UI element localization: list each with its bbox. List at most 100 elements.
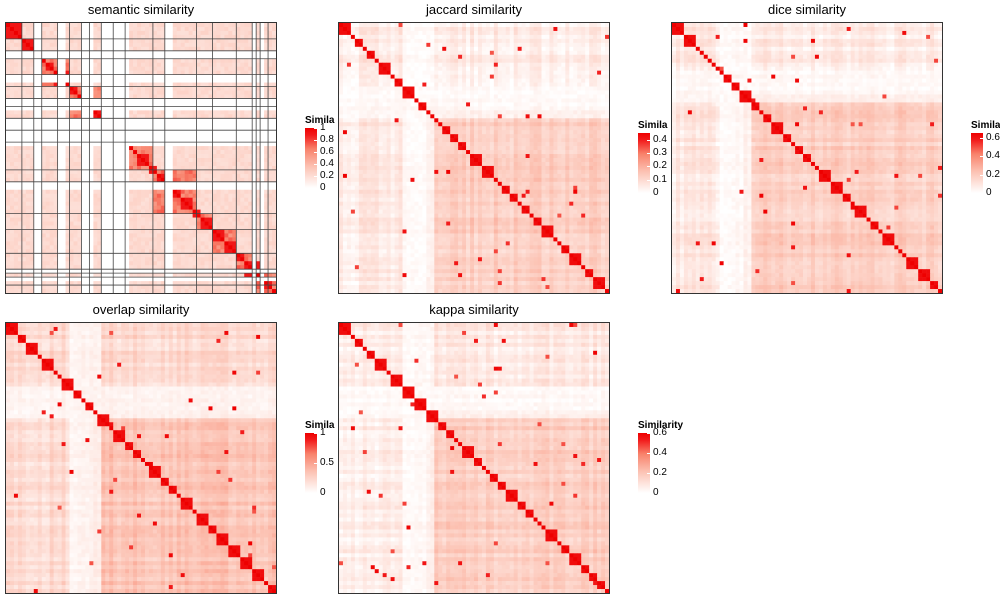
heatmap-cell — [57, 150, 62, 155]
heatmap-cell — [77, 217, 82, 222]
heatmap-cell — [208, 289, 213, 293]
heatmap-cell — [196, 277, 201, 282]
heatmap-cell — [61, 26, 66, 32]
heatmap-cell — [160, 142, 166, 147]
heatmap-cell — [236, 273, 241, 278]
heatmap-cell — [152, 74, 158, 79]
heatmap-cell — [21, 261, 27, 266]
heatmap-cell — [41, 122, 47, 127]
heatmap-cell — [252, 122, 257, 127]
heatmap-cell — [148, 285, 154, 290]
heatmap-cell — [180, 209, 185, 214]
heatmap-cell — [41, 217, 47, 222]
heatmap-cell — [228, 158, 233, 163]
heatmap-cell — [156, 70, 162, 75]
heatmap-cell — [77, 122, 82, 127]
heatmap-cell — [152, 169, 158, 175]
heatmap-cell — [252, 269, 257, 274]
heatmap-cell — [216, 78, 221, 83]
heatmap-cell — [148, 82, 154, 87]
heatmap-cell — [240, 122, 245, 127]
heatmap-cell — [57, 138, 62, 143]
heatmap-cell — [61, 253, 66, 258]
heatmap-cell — [212, 74, 217, 79]
heatmap-cell — [350, 26, 356, 32]
heatmap-cell — [85, 237, 90, 242]
heatmap-cell — [97, 82, 102, 87]
heatmap-cell — [65, 249, 70, 254]
heatmap-cell — [458, 26, 463, 32]
heatmap-cell — [141, 209, 146, 214]
heatmap-cell — [77, 225, 82, 230]
heatmap-cell — [188, 281, 193, 286]
heatmap-cell — [256, 281, 261, 286]
heatmap-cell — [33, 98, 39, 103]
heatmap-cell — [125, 158, 130, 163]
heatmap-cell — [85, 102, 90, 107]
heatmap-cell — [240, 233, 245, 238]
heatmap-cell — [41, 62, 47, 67]
heatmap-cell — [184, 74, 189, 79]
heatmap-cell — [196, 237, 201, 242]
heatmap-cell — [168, 114, 174, 119]
heatmap-cell — [61, 189, 66, 195]
heatmap-cell — [89, 269, 94, 274]
heatmap-cell — [148, 257, 154, 262]
heatmap-cell — [208, 134, 213, 139]
heatmap-cell — [57, 23, 62, 28]
heatmap-cell — [204, 42, 209, 48]
heatmap-cell — [192, 213, 197, 218]
heatmap-cell — [188, 273, 193, 278]
heatmap-cell — [200, 205, 205, 210]
heatmap-cell — [33, 122, 39, 127]
heatmap-cell — [101, 38, 106, 44]
heatmap-cell — [180, 261, 185, 266]
heatmap-cell — [97, 253, 102, 258]
heatmap-cell — [402, 30, 407, 36]
heatmap-cell — [113, 150, 118, 155]
heatmap-cell — [137, 126, 142, 131]
heatmap-cell — [29, 110, 35, 115]
heatmap-cell — [517, 30, 522, 36]
heatmap-cell — [268, 138, 273, 143]
heatmap-cell — [220, 265, 225, 270]
heatmap-cell — [264, 169, 269, 175]
heatmap-cell — [53, 154, 58, 159]
heatmap-cell — [53, 169, 58, 175]
heatmap-cell — [208, 114, 213, 119]
heatmap-cell — [125, 102, 130, 107]
heatmap-cell — [256, 46, 261, 52]
heatmap-cell — [192, 58, 197, 64]
heatmap-cell — [61, 118, 66, 123]
heatmap-cell — [260, 185, 265, 191]
legend-colorbar — [305, 128, 317, 188]
heatmap-cell — [256, 237, 261, 242]
heatmap-cell — [192, 165, 197, 171]
heatmap-canvas — [339, 23, 609, 293]
heatmap-cell — [160, 237, 166, 242]
heatmap-cell — [208, 82, 213, 87]
heatmap-cell — [129, 181, 134, 187]
heatmap-cell — [65, 142, 70, 147]
heatmap-cell — [25, 277, 31, 282]
heatmap-cell — [97, 261, 102, 266]
heatmap-cell — [224, 177, 229, 183]
heatmap-cell — [537, 30, 542, 36]
heatmap-cell — [117, 138, 122, 143]
heatmap-cell — [248, 154, 253, 159]
heatmap-cell — [228, 94, 233, 99]
heatmap-cell — [144, 118, 150, 123]
heatmap-cell — [204, 26, 209, 32]
heatmap-cell — [93, 66, 98, 71]
heatmap-cell — [362, 26, 368, 32]
heatmap-cell — [232, 58, 237, 64]
heatmap-cell — [69, 74, 74, 79]
heatmap-cell — [180, 173, 185, 179]
heatmap-cell — [252, 241, 257, 246]
heatmap-cell — [25, 38, 31, 44]
heatmap-cell — [252, 225, 257, 230]
heatmap-cell — [6, 201, 11, 206]
heatmap-cell — [148, 70, 154, 75]
heatmap-cell — [53, 205, 58, 210]
heatmap-cell — [61, 23, 66, 28]
